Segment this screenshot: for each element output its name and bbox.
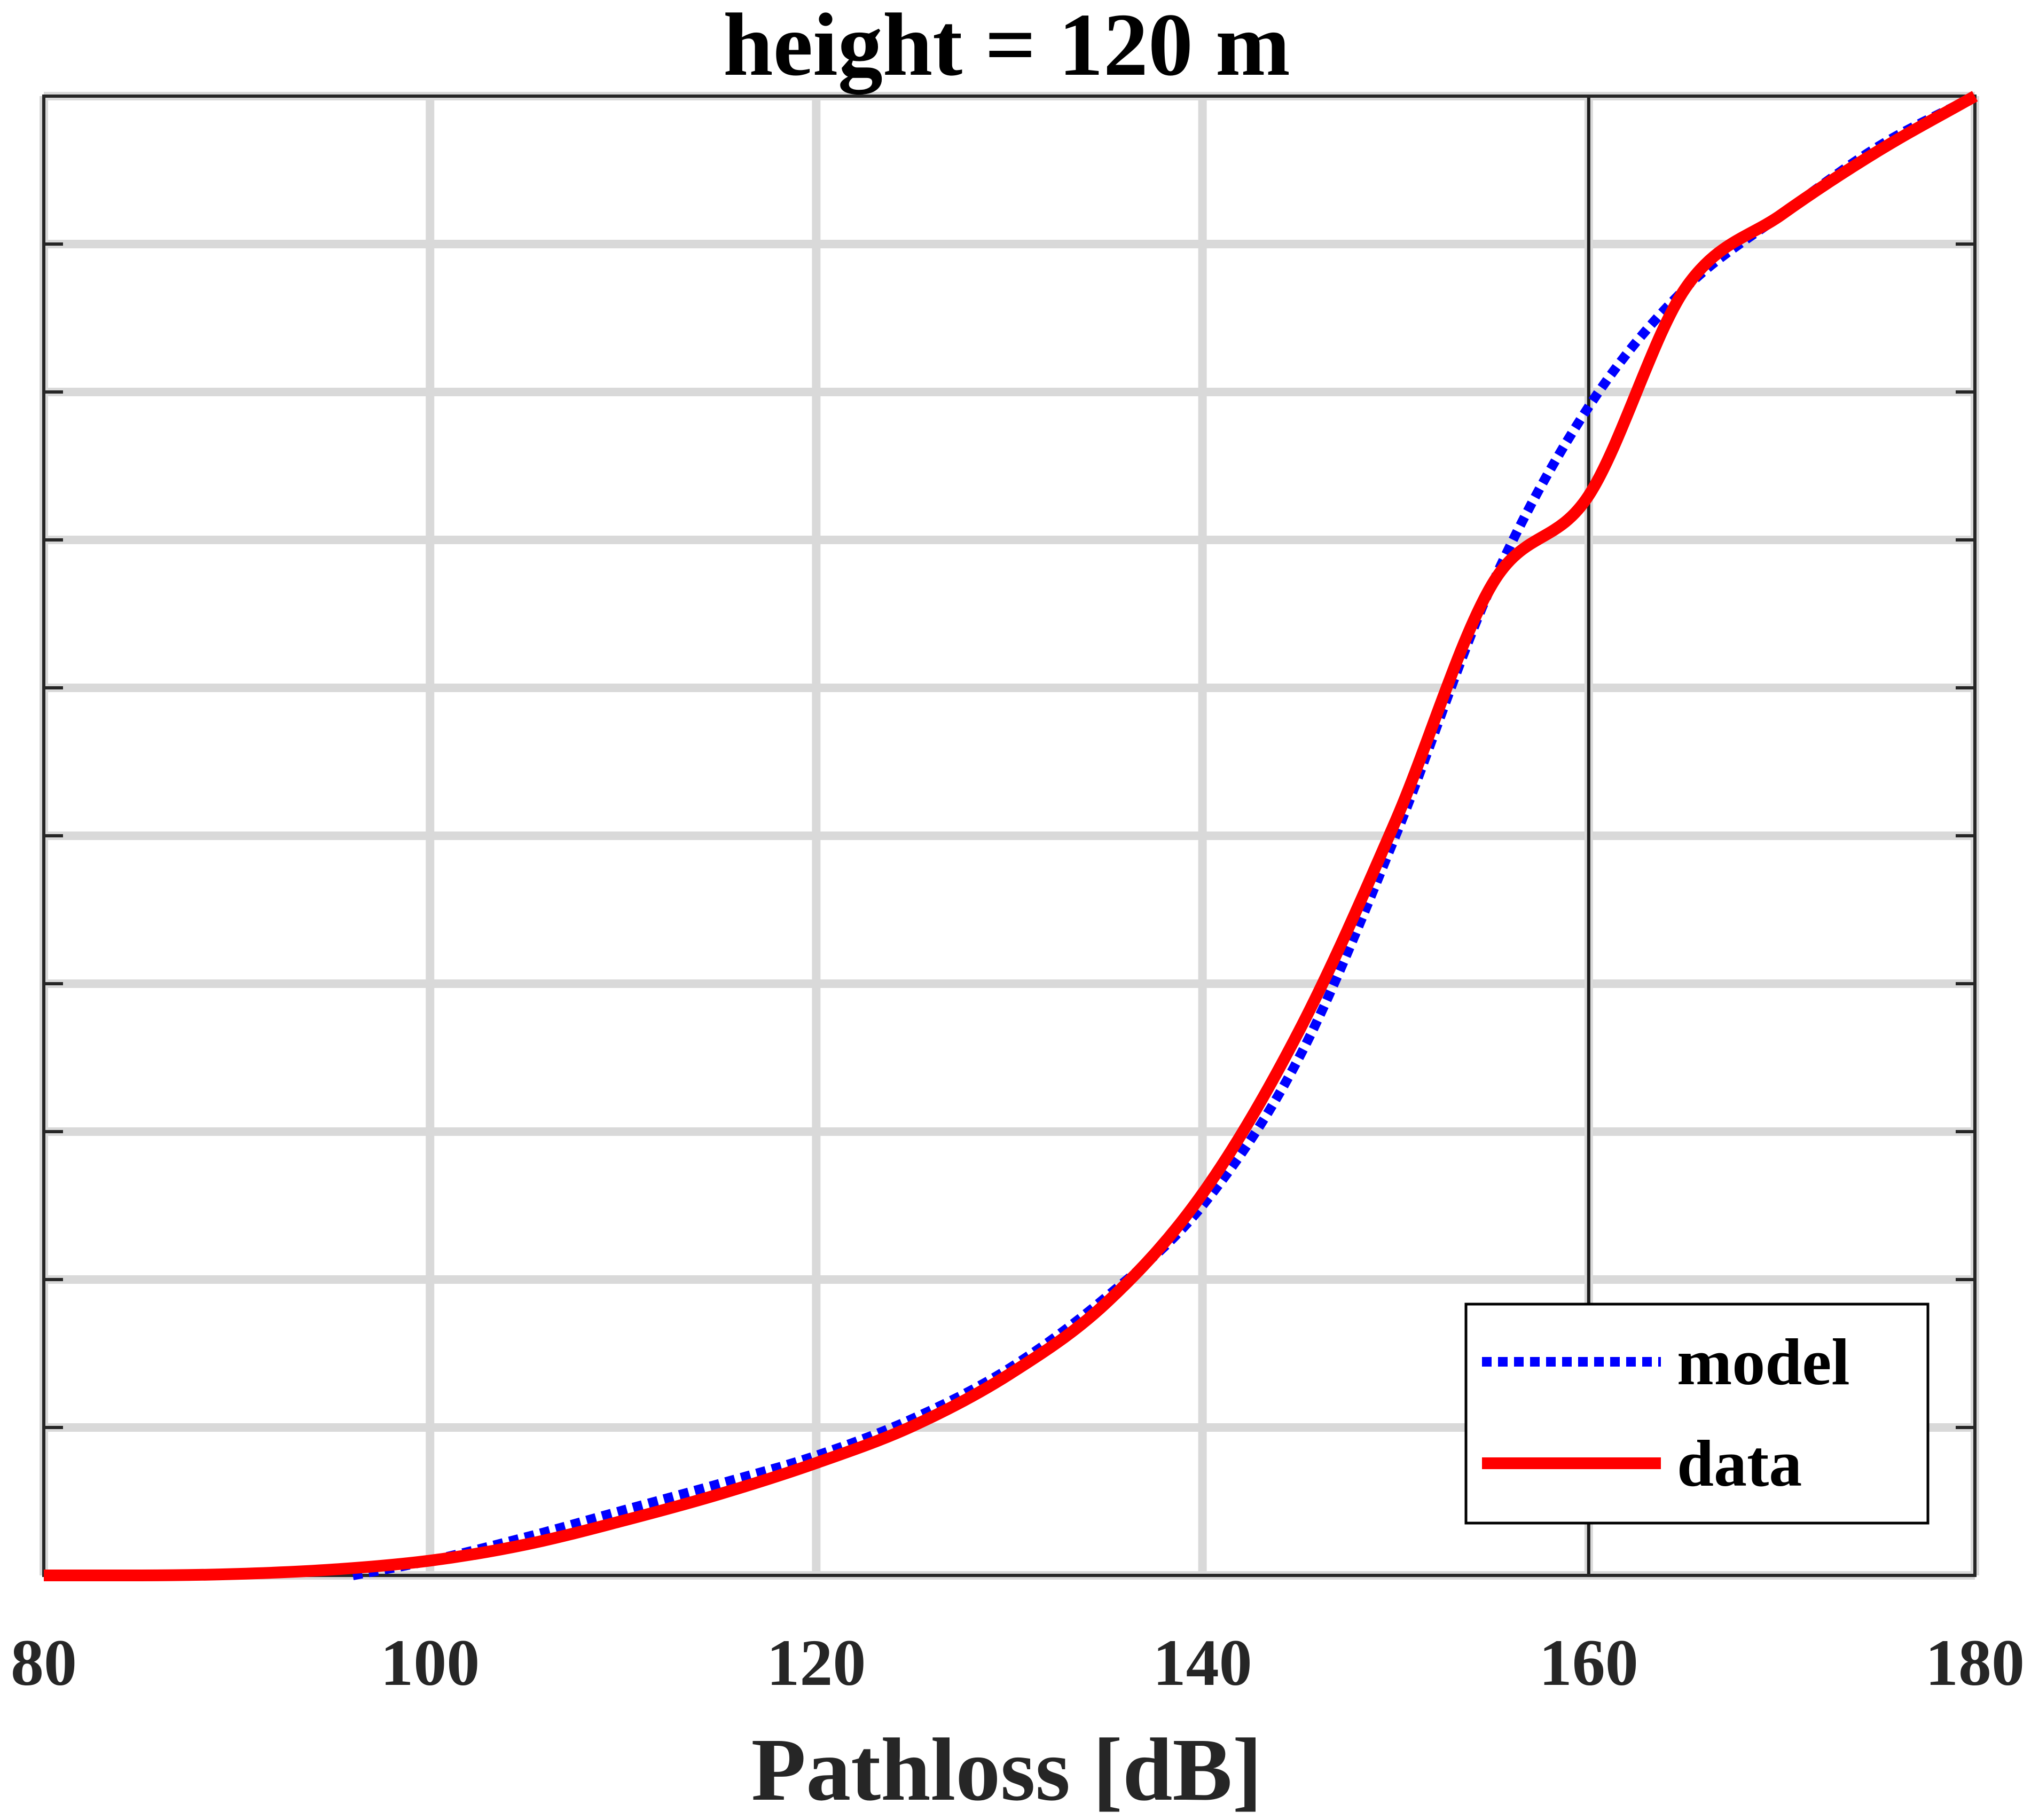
chart-title: height = 120 m	[723, 0, 1290, 95]
x-tick-label: 180	[1925, 1626, 2025, 1699]
x-axis-label: Pathloss [dB]	[751, 1720, 1262, 1819]
x-tick-label: 140	[1153, 1626, 1252, 1699]
series-group	[43, 91, 1978, 1582]
legend: model data	[1464, 1303, 1930, 1525]
x-tick-label: 100	[380, 1626, 480, 1699]
legend-label-model: model	[1677, 1325, 1850, 1399]
x-tick-label: 120	[766, 1626, 866, 1699]
series-line-data	[43, 91, 1978, 1582]
legend-label-data: data	[1677, 1427, 1802, 1500]
legend-box	[1464, 1303, 1930, 1525]
x-tick-labels: 80 100 120 140 160 180	[11, 1626, 2025, 1699]
x-tick-label: 80	[11, 1626, 77, 1699]
x-tick-label: 160	[1539, 1626, 1638, 1699]
